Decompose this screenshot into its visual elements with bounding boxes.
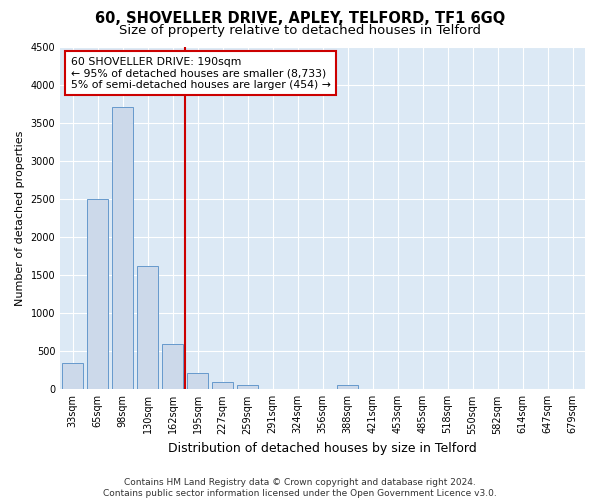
Text: Contains HM Land Registry data © Crown copyright and database right 2024.
Contai: Contains HM Land Registry data © Crown c… xyxy=(103,478,497,498)
Bar xyxy=(162,344,183,390)
Bar xyxy=(137,266,158,390)
Bar xyxy=(237,384,258,390)
Text: 60 SHOVELLER DRIVE: 190sqm
← 95% of detached houses are smaller (8,733)
5% of se: 60 SHOVELLER DRIVE: 190sqm ← 95% of deta… xyxy=(71,57,331,90)
X-axis label: Distribution of detached houses by size in Telford: Distribution of detached houses by size … xyxy=(168,442,477,455)
Text: Size of property relative to detached houses in Telford: Size of property relative to detached ho… xyxy=(119,24,481,37)
Bar xyxy=(62,362,83,390)
Text: 60, SHOVELLER DRIVE, APLEY, TELFORD, TF1 6GQ: 60, SHOVELLER DRIVE, APLEY, TELFORD, TF1… xyxy=(95,11,505,26)
Bar xyxy=(187,372,208,390)
Y-axis label: Number of detached properties: Number of detached properties xyxy=(15,130,25,306)
Bar xyxy=(212,382,233,390)
Bar xyxy=(337,386,358,390)
Bar xyxy=(112,108,133,390)
Bar xyxy=(87,199,108,390)
